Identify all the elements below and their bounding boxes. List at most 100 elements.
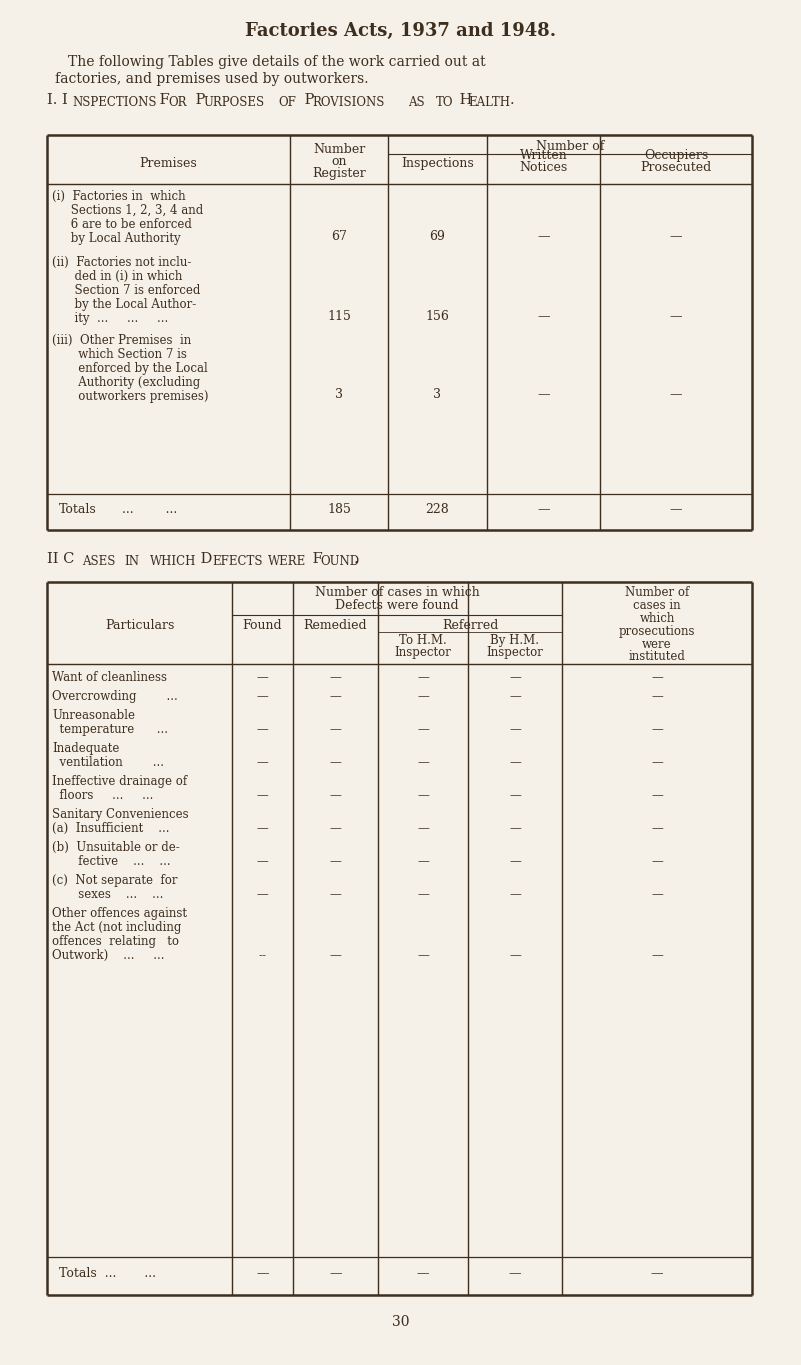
Text: floors     ...     ...: floors ... ... xyxy=(52,789,153,803)
Text: —: — xyxy=(509,949,521,962)
Text: Number of: Number of xyxy=(625,586,689,599)
Text: 67: 67 xyxy=(331,229,347,243)
Text: —: — xyxy=(256,672,268,684)
Text: —: — xyxy=(651,789,663,803)
Text: —: — xyxy=(330,723,341,736)
Text: —: — xyxy=(417,723,429,736)
Text: —: — xyxy=(651,723,663,736)
Text: ded in (i) in which: ded in (i) in which xyxy=(52,270,183,283)
Text: Overcrowding        ...: Overcrowding ... xyxy=(52,689,178,703)
Text: ...        ...: ... ... xyxy=(122,502,177,516)
Text: which: which xyxy=(639,612,674,625)
Text: To H.M.: To H.M. xyxy=(399,633,447,647)
Text: Register: Register xyxy=(312,167,366,180)
Text: .: . xyxy=(354,551,359,566)
Text: Remedied: Remedied xyxy=(304,618,368,632)
Text: Inspections: Inspections xyxy=(401,157,474,171)
Text: —: — xyxy=(256,854,268,868)
Text: —: — xyxy=(670,310,682,324)
Text: —: — xyxy=(417,756,429,768)
Text: Defects were found: Defects were found xyxy=(335,599,459,612)
Text: By H.M.: By H.M. xyxy=(490,633,540,647)
Text: —: — xyxy=(256,1267,269,1280)
Text: Outwork)    ...     ...: Outwork) ... ... xyxy=(52,949,164,962)
Text: —: — xyxy=(417,689,429,703)
Text: —: — xyxy=(509,789,521,803)
Text: —: — xyxy=(256,889,268,901)
Text: factories, and premises used by outworkers.: factories, and premises used by outworke… xyxy=(55,72,368,86)
Text: 185: 185 xyxy=(327,502,351,516)
Text: —: — xyxy=(417,822,429,835)
Text: Other offences against: Other offences against xyxy=(52,906,187,920)
Text: Sanitary Conveniences: Sanitary Conveniences xyxy=(52,808,188,820)
Text: —: — xyxy=(651,756,663,768)
Text: —: — xyxy=(256,789,268,803)
Text: D: D xyxy=(196,551,212,566)
Text: by Local Authority: by Local Authority xyxy=(52,232,180,244)
Text: 30: 30 xyxy=(392,1314,410,1330)
Text: outworkers premises): outworkers premises) xyxy=(52,390,208,403)
Text: offences  relating   to: offences relating to xyxy=(52,935,179,949)
Text: H: H xyxy=(455,93,473,106)
Text: —: — xyxy=(417,854,429,868)
Text: Want of cleanliness: Want of cleanliness xyxy=(52,672,167,684)
Text: WHICH: WHICH xyxy=(150,556,196,568)
Text: (b)  Unsuitable or de-: (b) Unsuitable or de- xyxy=(52,841,179,854)
Text: Inadequate: Inadequate xyxy=(52,743,119,755)
Text: —: — xyxy=(509,1267,521,1280)
Text: F: F xyxy=(308,551,323,566)
Text: Totals: Totals xyxy=(59,502,97,516)
Text: —: — xyxy=(256,689,268,703)
Text: The following Tables give details of the work carried out at: The following Tables give details of the… xyxy=(68,55,485,70)
Text: Premises: Premises xyxy=(139,157,197,171)
Text: temperature      ...: temperature ... xyxy=(52,723,168,736)
Text: Particulars: Particulars xyxy=(105,618,174,632)
Text: —: — xyxy=(651,822,663,835)
Text: P: P xyxy=(300,93,314,106)
Text: IN: IN xyxy=(124,556,139,568)
Text: —: — xyxy=(651,672,663,684)
Text: —: — xyxy=(509,854,521,868)
Text: —: — xyxy=(256,756,268,768)
Text: —: — xyxy=(537,229,549,243)
Text: 3: 3 xyxy=(335,388,343,401)
Text: .: . xyxy=(510,93,514,106)
Text: —: — xyxy=(650,1267,663,1280)
Text: —: — xyxy=(651,889,663,901)
Text: (ii)  Factories not inclu-: (ii) Factories not inclu- xyxy=(52,257,191,269)
Text: Number of: Number of xyxy=(536,141,604,153)
Text: EFECTS: EFECTS xyxy=(212,556,263,568)
Text: Number: Number xyxy=(313,143,365,156)
Text: (c)  Not separate  for: (c) Not separate for xyxy=(52,874,178,887)
Text: —: — xyxy=(509,689,521,703)
Text: —: — xyxy=(330,854,341,868)
Text: (i)  Factories in  which: (i) Factories in which xyxy=(52,190,186,203)
Text: —: — xyxy=(509,756,521,768)
Text: ventilation        ...: ventilation ... xyxy=(52,756,164,768)
Text: NSPECTIONS: NSPECTIONS xyxy=(72,96,156,109)
Text: instituted: instituted xyxy=(629,650,686,663)
Text: Factories Acts, 1937 and 1948.: Factories Acts, 1937 and 1948. xyxy=(245,22,557,40)
Text: 6 are to be enforced: 6 are to be enforced xyxy=(52,218,192,231)
Text: WERE: WERE xyxy=(268,556,306,568)
Text: —: — xyxy=(537,502,549,516)
Text: —: — xyxy=(330,689,341,703)
Text: 156: 156 xyxy=(425,310,449,324)
Text: which Section 7 is: which Section 7 is xyxy=(52,348,187,360)
Text: OR: OR xyxy=(168,96,187,109)
Text: Inspector: Inspector xyxy=(486,646,543,659)
Text: cases in: cases in xyxy=(633,599,681,612)
Text: I. I: I. I xyxy=(47,93,68,106)
Text: —: — xyxy=(417,949,429,962)
Text: —: — xyxy=(537,310,549,324)
Text: —: — xyxy=(330,822,341,835)
Text: Section 7 is enforced: Section 7 is enforced xyxy=(52,284,200,298)
Text: OUND: OUND xyxy=(320,556,359,568)
Text: (iii)  Other Premises  in: (iii) Other Premises in xyxy=(52,334,191,347)
Text: the Act (not including: the Act (not including xyxy=(52,921,181,934)
Text: F: F xyxy=(155,93,170,106)
Text: 69: 69 xyxy=(429,229,445,243)
Text: —: — xyxy=(330,672,341,684)
Text: —: — xyxy=(417,672,429,684)
Text: (a)  Insufficient    ...: (a) Insufficient ... xyxy=(52,822,170,835)
